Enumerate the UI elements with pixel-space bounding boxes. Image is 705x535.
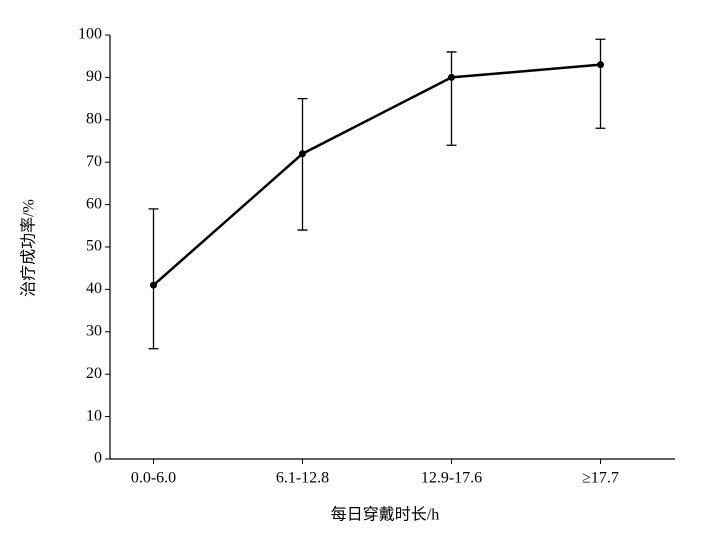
y-tick-label: 20 — [86, 365, 102, 382]
y-tick-label: 100 — [78, 26, 102, 43]
x-tick-label: ≥17.7 — [582, 470, 619, 487]
y-tick-label: 0 — [94, 450, 102, 467]
error-bar — [446, 51, 457, 146]
point — [299, 150, 306, 158]
error-bar — [595, 38, 606, 129]
y-tick-label: 80 — [86, 110, 102, 127]
y-tick-label: 50 — [86, 238, 102, 255]
y-tick-label: 40 — [86, 280, 102, 297]
y-tick-label: 90 — [86, 68, 102, 85]
y-tick-label: 60 — [86, 195, 102, 212]
x-axis-label: 每日穿戴时长/h — [331, 506, 439, 524]
point — [150, 281, 157, 289]
x-tick-label: 12.9-17.6 — [421, 470, 482, 487]
y-tick-label: 70 — [86, 153, 102, 170]
y-axis-label: 治疗成功率/% — [20, 199, 38, 297]
y-tick-label: 10 — [86, 407, 102, 424]
error-bar — [148, 208, 159, 350]
x-tick-label: 6.1-12.8 — [276, 470, 329, 487]
point — [448, 73, 455, 81]
line — [152, 63, 601, 287]
error-bar — [297, 97, 308, 231]
point — [597, 61, 604, 69]
x-tick-label: 0.0-6.0 — [131, 470, 176, 487]
y-tick-label: 30 — [86, 322, 102, 339]
